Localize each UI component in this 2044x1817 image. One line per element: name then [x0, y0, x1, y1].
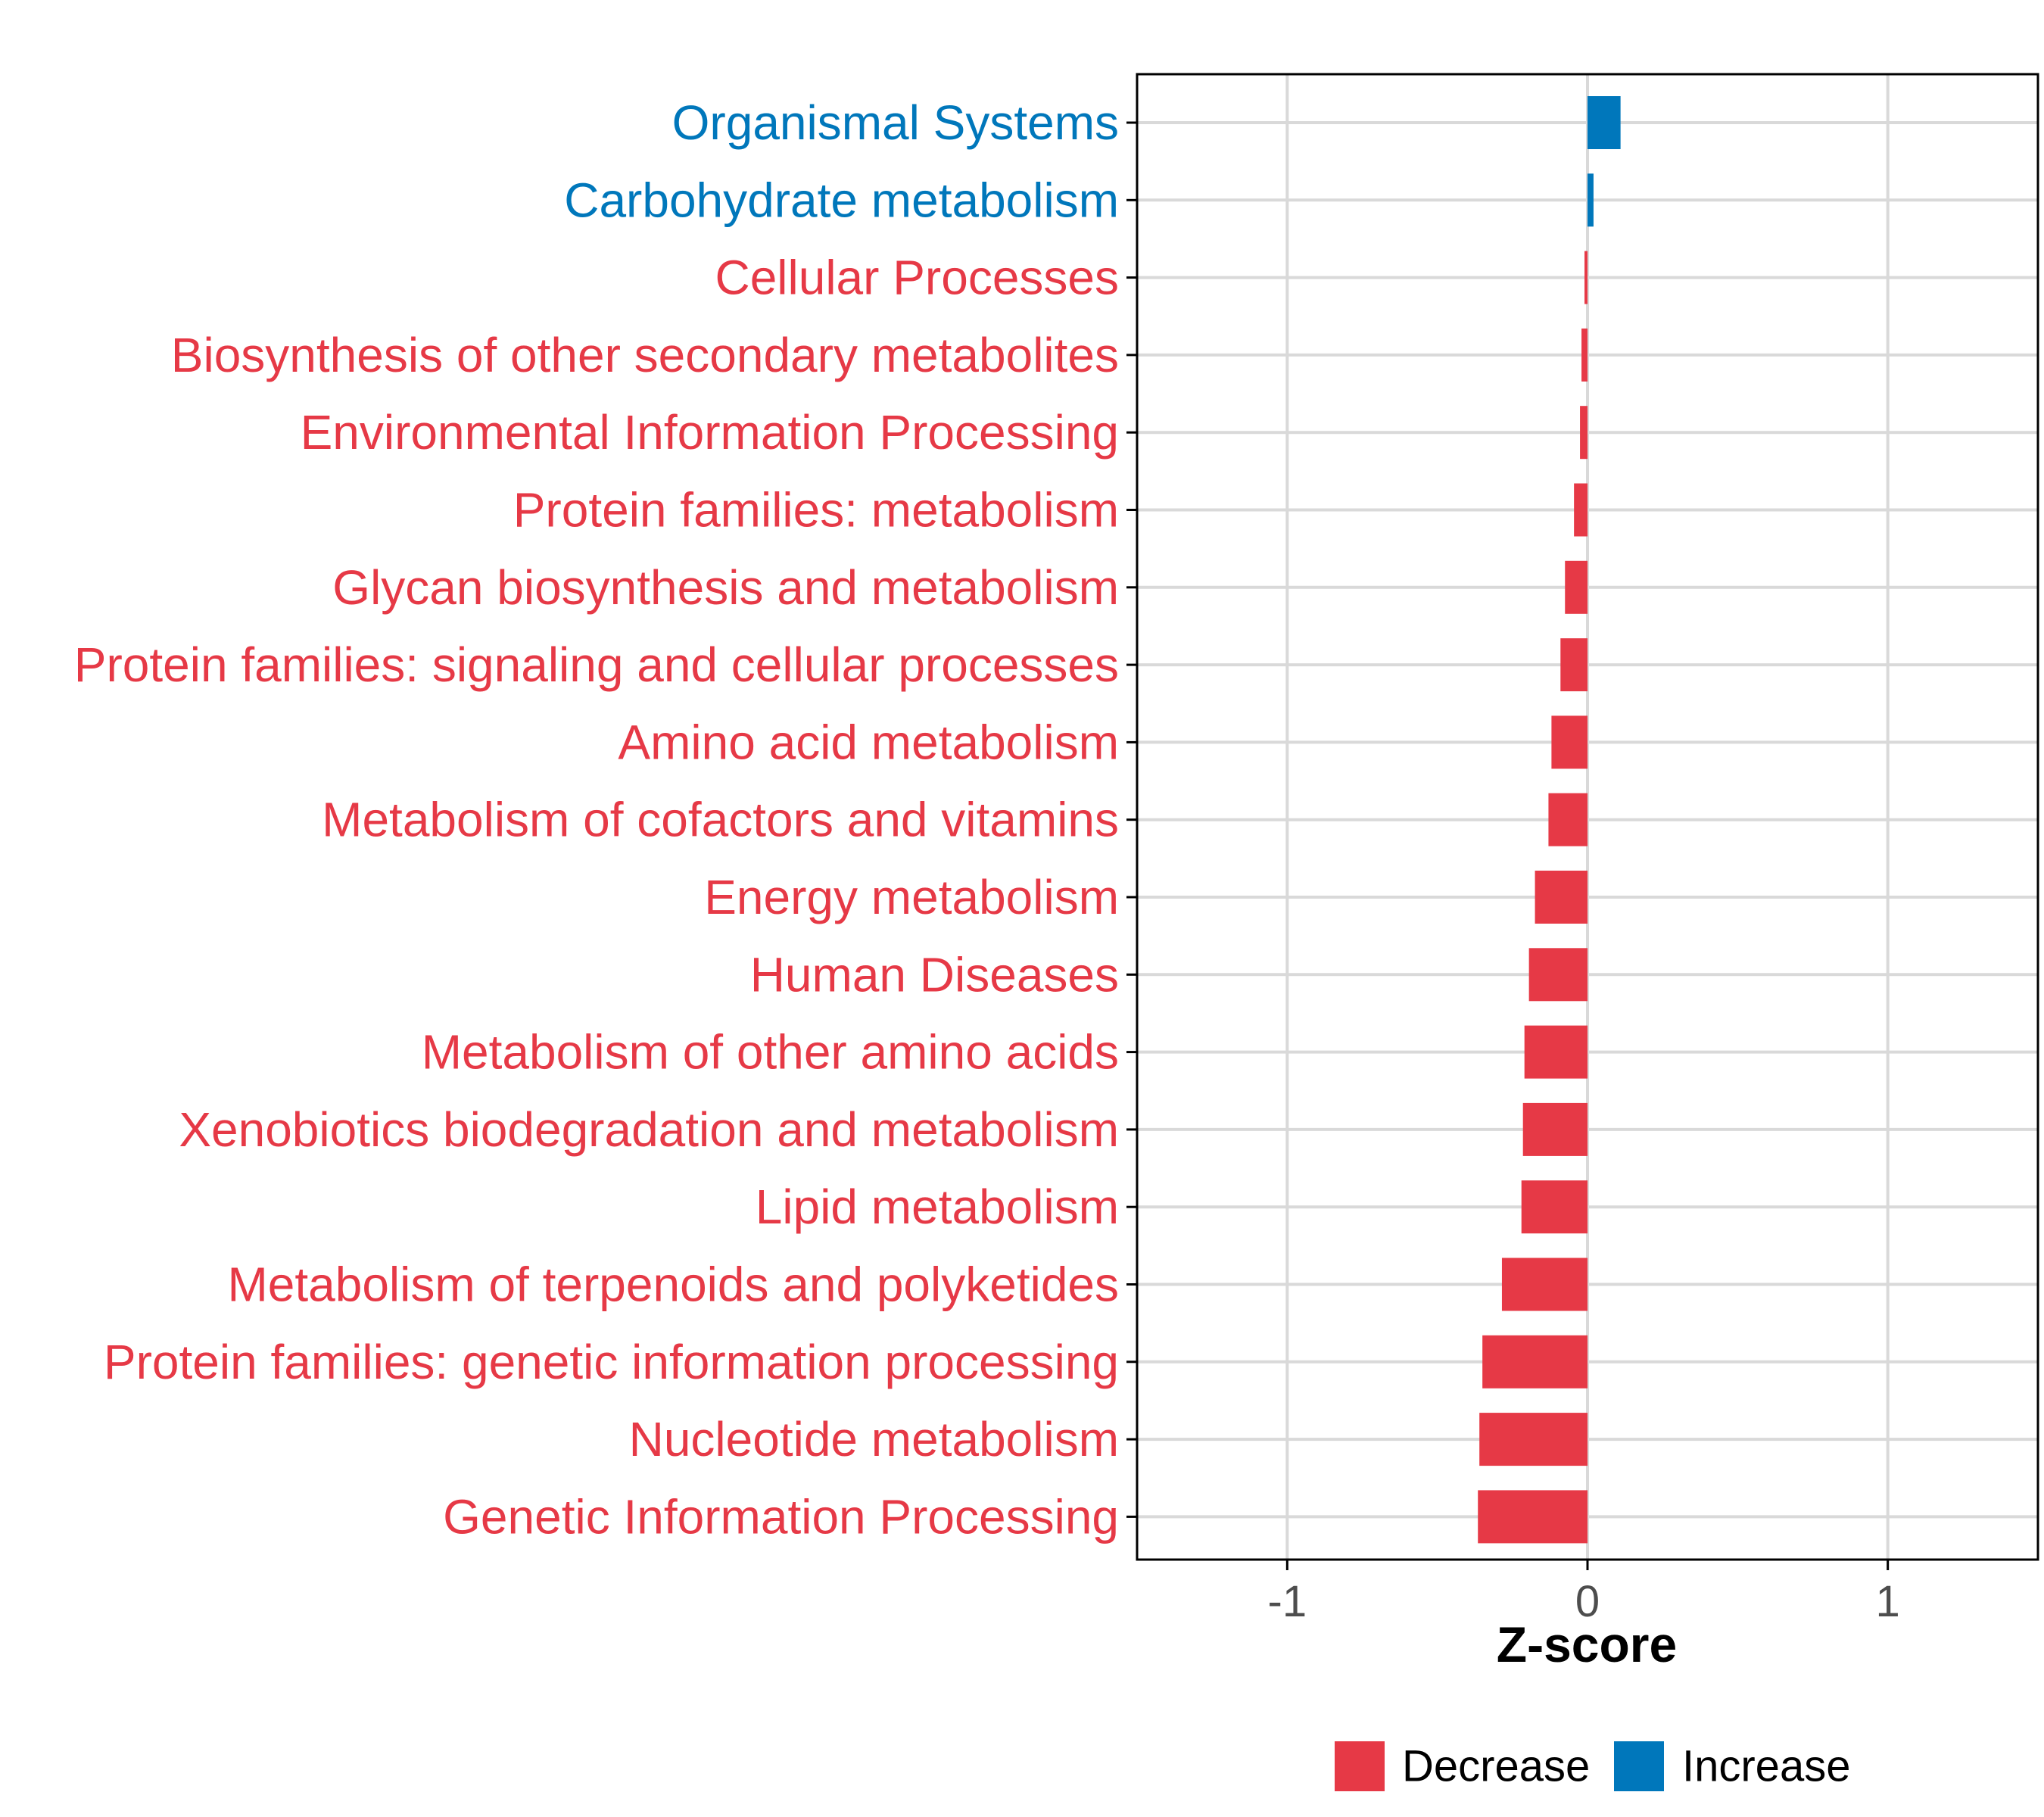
- bar-biosynthesis-of-other-secondary-metabolites: [1581, 328, 1588, 382]
- bar-glycan-biosynthesis-and-metabolism: [1565, 560, 1588, 614]
- y-label-metabolism-of-terpenoids-and-polyketides: Metabolism of terpenoids and polyketides: [227, 1258, 1119, 1312]
- bar-nucleotide-metabolism: [1479, 1413, 1588, 1466]
- y-label-carbohydrate-metabolism: Carbohydrate metabolism: [564, 173, 1119, 227]
- y-label-protein-families-metabolism: Protein families: metabolism: [513, 483, 1119, 538]
- bar-carbohydrate-metabolism: [1588, 173, 1594, 227]
- bars-layer: [1478, 96, 1621, 1544]
- bar-lipid-metabolism: [1521, 1180, 1588, 1234]
- legend-swatch-decrease: [1335, 1741, 1385, 1791]
- bar-protein-families-metabolism: [1574, 483, 1588, 537]
- y-label-amino-acid-metabolism: Amino acid metabolism: [618, 715, 1119, 769]
- y-label-glycan-biosynthesis-and-metabolism: Glycan biosynthesis and metabolism: [332, 560, 1119, 615]
- x-tick-label-3: 1: [1876, 1577, 1900, 1626]
- y-label-nucleotide-metabolism: Nucleotide metabolism: [629, 1412, 1119, 1466]
- y-label-lipid-metabolism: Lipid metabolism: [756, 1180, 1119, 1234]
- x-axis-title: Z-score: [1497, 1616, 1677, 1672]
- legend-item-decrease: Decrease: [1335, 1741, 1590, 1791]
- x-tick-label-2: 0: [1575, 1577, 1600, 1626]
- legend: Decrease Increase: [1335, 1741, 1850, 1791]
- y-label-protein-families-signaling-and-cellular-processes: Protein families: signaling and cellular…: [74, 637, 1119, 692]
- bar-amino-acid-metabolism: [1551, 715, 1588, 769]
- bar-energy-metabolism: [1535, 871, 1588, 924]
- y-label-human-diseases: Human Diseases: [750, 947, 1119, 1002]
- x-tick-label-1: -1: [1268, 1577, 1307, 1626]
- bar-human-diseases: [1528, 948, 1588, 1002]
- bar-protein-families-genetic-information-processing: [1482, 1335, 1588, 1388]
- y-label-organismal-systems: Organismal Systems: [672, 95, 1119, 150]
- y-label-energy-metabolism: Energy metabolism: [704, 870, 1119, 924]
- bar-protein-families-signaling-and-cellular-processes: [1560, 638, 1588, 692]
- bar-genetic-information-processing: [1478, 1490, 1588, 1544]
- y-label-cellular-processes: Cellular Processes: [715, 251, 1119, 305]
- legend-label-increase: Increase: [1682, 1742, 1850, 1791]
- y-axis-labels: Organismal Systems Carbohydrate metabolis…: [74, 95, 1137, 1544]
- bar-environmental-information-processing: [1580, 406, 1588, 460]
- y-label-genetic-information-processing: Genetic Information Processing: [443, 1489, 1119, 1544]
- y-label-xenobiotics-biodegradation-and-metabolism: Xenobiotics biodegradation and metabolis…: [179, 1102, 1119, 1157]
- bar-cellular-processes: [1584, 251, 1588, 304]
- x-axis: -1 0 1: [1268, 1560, 1900, 1626]
- y-label-protein-families-genetic-information-processing: Protein families: genetic information pr…: [104, 1335, 1119, 1389]
- legend-label-decrease: Decrease: [1402, 1742, 1590, 1791]
- y-label-environmental-information-processing: Environmental Information Processing: [301, 405, 1119, 460]
- bar-organismal-systems: [1588, 96, 1621, 149]
- y-label-metabolism-of-other-amino-acids: Metabolism of other amino acids: [422, 1025, 1119, 1080]
- legend-item-increase: Increase: [1614, 1741, 1850, 1791]
- legend-swatch-increase: [1614, 1741, 1664, 1791]
- bar-metabolism-of-terpenoids-and-polyketides: [1501, 1258, 1588, 1311]
- y-label-biosynthesis-of-other-secondary-metabolites: Biosynthesis of other secondary metaboli…: [171, 328, 1119, 382]
- bar-metabolism-of-cofactors-and-vitamins: [1548, 793, 1588, 846]
- bar-metabolism-of-other-amino-acids: [1524, 1025, 1588, 1079]
- bar-xenobiotics-biodegradation-and-metabolism: [1522, 1102, 1588, 1156]
- y-label-metabolism-of-cofactors-and-vitamins: Metabolism of cofactors and vitamins: [322, 793, 1119, 847]
